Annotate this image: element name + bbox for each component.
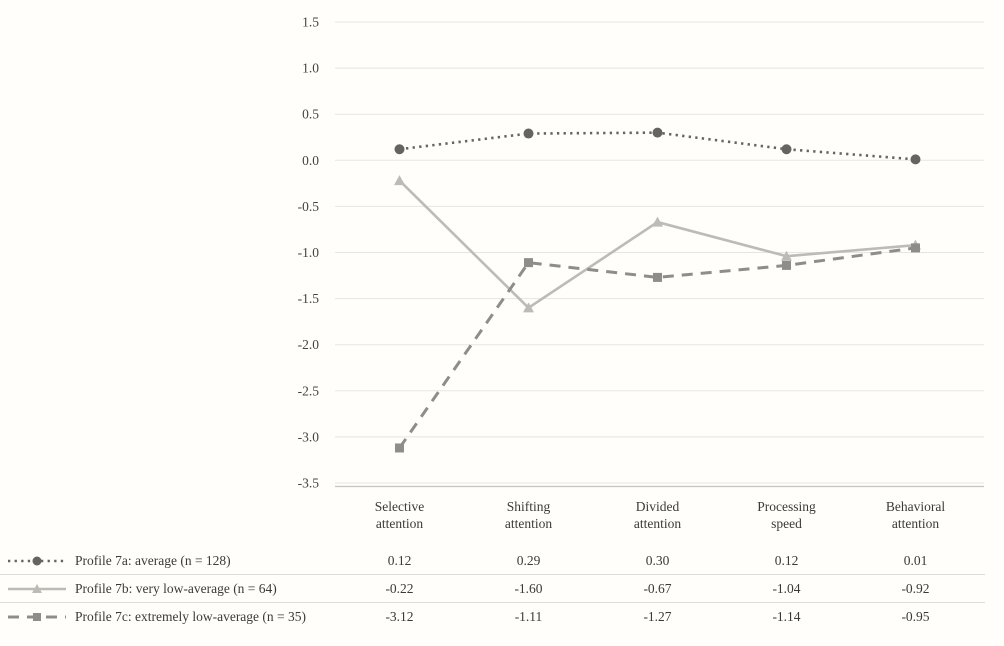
table-cell: 0.29: [516, 552, 541, 568]
legend-item-profile-7b: Profile 7b: very low-average (n = 64): [0, 581, 335, 597]
table-cell: -1.04: [772, 580, 801, 596]
table-cell: 0.12: [387, 552, 412, 568]
data-point-marker: [394, 144, 405, 155]
category-line: Divided: [635, 499, 680, 514]
legend-item-profile-7c: Profile 7c: extremely low-average (n = 3…: [0, 609, 335, 625]
data-point-marker: [32, 556, 42, 565]
category-line: speed: [771, 516, 802, 531]
series-dashed-square-swatch-icon: [8, 612, 66, 621]
category-line: attention: [891, 516, 940, 531]
y-axis-tick-label: -1.5: [298, 291, 320, 306]
table-cell: 0.01: [903, 552, 928, 568]
data-point-marker: [523, 128, 534, 139]
legend-data-table: Profile 7a: average (n = 128) 0.12 0.29 …: [0, 547, 1004, 630]
y-axis-tick-label: 0.5: [302, 107, 319, 122]
category-line: attention: [633, 516, 682, 531]
category-line: Shifting: [506, 499, 551, 514]
y-axis-tick-label: -2.0: [298, 337, 320, 352]
table-row-profile-7c: Profile 7c: extremely low-average (n = 3…: [0, 602, 985, 630]
data-point-marker: [33, 612, 41, 621]
category-line: Behavioral: [885, 499, 946, 514]
series-line-1: [398, 179, 916, 310]
category-label-processing-speed: Processing speed: [722, 498, 851, 538]
table-cell: -1.27: [643, 608, 672, 624]
category-line: Processing: [757, 499, 816, 514]
y-axis-tick-label: -0.5: [298, 199, 320, 214]
y-axis-tick-label: -3.5: [298, 476, 320, 491]
value-cells: 0.12 0.29 0.30 0.12 0.01: [335, 553, 980, 569]
data-point-marker: [652, 127, 663, 138]
data-point-marker: [782, 260, 791, 270]
series-solid-triangle-swatch-icon: [8, 583, 66, 593]
table-cell: -1.14: [772, 608, 801, 624]
data-point-marker: [524, 258, 533, 268]
data-point-marker: [910, 154, 921, 165]
table-cell: -0.92: [901, 580, 930, 596]
legend-label: Profile 7a: average (n = 128): [75, 552, 231, 568]
series-dotted-circle-swatch-icon: [8, 556, 66, 565]
y-axis-tick-label: 1.5: [302, 15, 319, 30]
legend-label: Profile 7c: extremely low-average (n = 3…: [75, 608, 307, 624]
data-point-marker: [781, 144, 792, 155]
table-cell: -1.11: [514, 608, 543, 624]
category-label-selective-attention: Selective attention: [335, 498, 464, 538]
data-point-marker: [911, 243, 920, 253]
category-line: attention: [375, 516, 424, 531]
y-axis-tick-label: -1.0: [298, 245, 320, 260]
line-chart: 1.5 1.0 0.5 0.0 -0.5 -1.0 -1.5 -2.0 -2.5 -3.0 -3.5: [298, 15, 984, 491]
table-cell: -3.12: [385, 608, 414, 624]
table-row-profile-7b: Profile 7b: very low-average (n = 64) -0…: [0, 574, 985, 602]
data-point-marker: [781, 250, 792, 261]
table-cell: -0.95: [901, 608, 930, 624]
table-cell: 0.30: [645, 552, 670, 568]
y-axis-tick-label: 0.0: [302, 153, 319, 168]
category-axis: Selective attention Shifting attention D…: [335, 492, 980, 538]
data-point-marker: [653, 272, 662, 282]
category-label-behavioral-attention: Behavioral attention: [851, 498, 980, 538]
category-label-divided-attention: Divided attention: [593, 498, 722, 538]
table-cell: -0.67: [643, 580, 672, 596]
legend-label: Profile 7b: very low-average (n = 64): [75, 580, 277, 596]
value-cells: -0.22 -1.60 -0.67 -1.04 -0.92: [335, 581, 980, 597]
data-point-marker: [523, 302, 534, 313]
y-axis-tick-label: 1.0: [302, 61, 319, 76]
table-cell: -0.22: [385, 580, 414, 596]
data-point-marker: [395, 443, 404, 453]
legend-item-profile-7a: Profile 7a: average (n = 128): [0, 553, 335, 569]
category-line: attention: [504, 516, 553, 531]
table-cell: -1.60: [514, 580, 543, 596]
table-row-profile-7a: Profile 7a: average (n = 128) 0.12 0.29 …: [0, 547, 985, 574]
y-axis-tick-label: -3.0: [298, 429, 320, 444]
category-line: Selective: [374, 499, 425, 514]
data-point-marker: [32, 583, 42, 593]
data-point-marker: [652, 216, 663, 227]
value-cells: -3.12 -1.11 -1.27 -1.14 -0.95: [335, 609, 980, 625]
category-label-shifting-attention: Shifting attention: [464, 498, 593, 538]
table-cell: 0.12: [774, 552, 799, 568]
data-point-marker: [394, 175, 405, 186]
y-axis-tick-label: -2.5: [298, 383, 320, 398]
